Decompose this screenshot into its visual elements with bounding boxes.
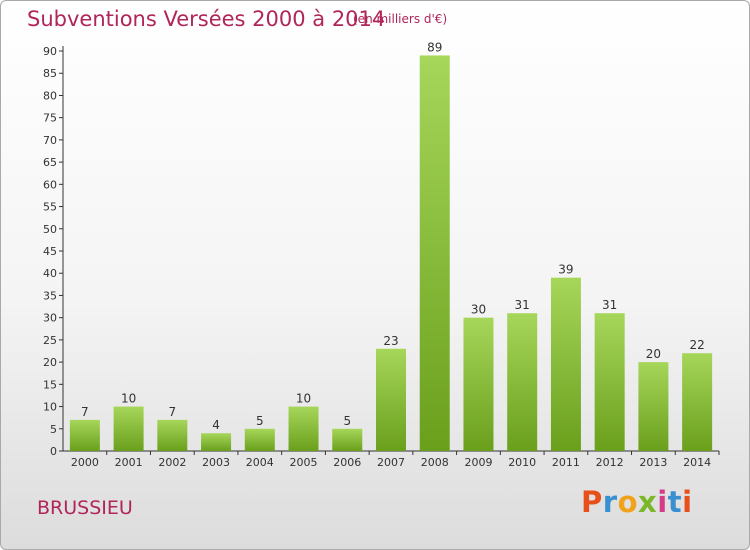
x-tick-label: 2010	[508, 456, 536, 469]
y-tick-label: 15	[43, 378, 57, 391]
y-axis: 0 5 10 15 20 25 30 35 40 45 50 55 60 65 70 75 80 85 90	[43, 45, 64, 458]
x-tick-label: 2001	[115, 456, 143, 469]
logo-letter: i	[682, 485, 693, 519]
data-label: 89	[427, 40, 442, 54]
data-label: 5	[343, 414, 351, 428]
bar	[157, 419, 188, 451]
x-tick-label: 2000	[71, 456, 99, 469]
bar	[288, 406, 319, 451]
y-tick-label: 85	[43, 67, 57, 80]
data-label: 39	[558, 263, 573, 277]
x-tick-label: 2013	[639, 456, 667, 469]
chart-title: Subventions Versées 2000 à 2014	[27, 7, 386, 31]
x-tick-label: 2006	[333, 456, 361, 469]
y-tick-label: 55	[43, 201, 57, 214]
data-label: 23	[383, 334, 398, 348]
logo-letter: r	[602, 485, 618, 519]
y-tick-label: 45	[43, 245, 57, 258]
unit-note: (en milliers d'€)	[353, 12, 448, 26]
y-tick-label: 70	[43, 134, 57, 147]
y-tick-label: 80	[43, 89, 57, 102]
commune-name: BRUSSIEU	[37, 497, 133, 519]
y-tick-label: 30	[43, 312, 57, 325]
y-tick-label: 25	[43, 334, 57, 347]
data-label: 31	[602, 298, 617, 312]
x-tick-label: 2008	[421, 456, 449, 469]
bar	[201, 433, 232, 451]
logo-letter: i	[657, 485, 668, 519]
logo-letter: o	[617, 485, 639, 519]
x-tick-label: 2014	[683, 456, 711, 469]
y-tick-label: 50	[43, 223, 57, 236]
x-tick-label: 2002	[158, 456, 186, 469]
logo-letter: x	[638, 485, 658, 519]
proxiti-logo: Proxiti	[581, 485, 693, 519]
bar	[244, 428, 275, 451]
bar	[638, 362, 669, 451]
y-tick-label: 0	[50, 445, 57, 458]
bar	[507, 313, 538, 451]
y-tick-label: 90	[43, 45, 57, 58]
y-tick-label: 20	[43, 356, 57, 369]
bar	[113, 406, 144, 451]
x-tick-label: 2009	[464, 456, 492, 469]
data-label: 22	[689, 338, 704, 352]
data-label: 20	[646, 347, 661, 361]
data-label: 31	[515, 298, 530, 312]
bar	[69, 419, 100, 451]
data-label: 10	[296, 392, 311, 406]
bars: 7 10 7 4 5 10 5 23 89 30 31 39 31 20 22	[69, 40, 713, 451]
data-label: 7	[81, 405, 89, 419]
bar	[463, 317, 494, 451]
data-label: 4	[212, 418, 220, 432]
x-axis: 2000 2001 2002 2003 2004 2005 2006 2007 2008 2009…	[63, 450, 720, 469]
y-tick-label: 35	[43, 289, 57, 302]
y-tick-label: 75	[43, 112, 57, 125]
bar	[332, 428, 363, 451]
bar	[682, 353, 713, 451]
logo-letter: t	[667, 485, 683, 519]
x-tick-label: 2005	[290, 456, 318, 469]
bar	[594, 313, 625, 451]
x-tick-label: 2004	[246, 456, 274, 469]
bar	[550, 277, 581, 451]
x-tick-label: 2011	[552, 456, 580, 469]
data-label: 30	[471, 303, 486, 317]
x-tick-label: 2007	[377, 456, 405, 469]
y-tick-label: 65	[43, 156, 57, 169]
y-tick-label: 5	[50, 423, 57, 436]
y-tick-label: 60	[43, 178, 57, 191]
data-label: 5	[256, 414, 264, 428]
data-label: 10	[121, 392, 136, 406]
bar	[376, 348, 406, 451]
y-tick-label: 10	[43, 401, 57, 414]
logo-letter: P	[581, 485, 603, 519]
x-tick-label: 2012	[596, 456, 624, 469]
bar	[419, 55, 450, 451]
y-tick-label: 40	[43, 267, 57, 280]
data-label: 7	[169, 405, 177, 419]
x-tick-label: 2003	[202, 456, 230, 469]
